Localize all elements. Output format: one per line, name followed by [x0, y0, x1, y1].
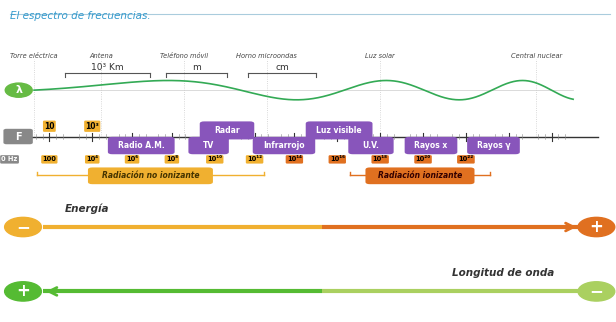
Circle shape	[5, 217, 41, 237]
FancyBboxPatch shape	[108, 137, 174, 154]
Text: Luz solar: Luz solar	[365, 52, 395, 59]
Text: −: −	[16, 218, 30, 236]
Text: F: F	[15, 131, 22, 142]
Text: El espectro de frecuencias.: El espectro de frecuencias.	[9, 11, 150, 21]
Text: Teléfono móvil: Teléfono móvil	[160, 52, 208, 59]
Text: Central nuclear: Central nuclear	[511, 52, 562, 59]
FancyBboxPatch shape	[306, 121, 373, 139]
Text: Torre eléctrica: Torre eléctrica	[10, 52, 58, 59]
FancyBboxPatch shape	[200, 121, 254, 139]
Text: Antena: Antena	[89, 52, 113, 59]
Text: Radiación no ionizante: Radiación no ionizante	[102, 171, 199, 180]
Text: Rayos x: Rayos x	[415, 141, 448, 150]
FancyBboxPatch shape	[348, 137, 394, 154]
Text: Longitud de onda: Longitud de onda	[453, 268, 555, 278]
Text: TV: TV	[203, 141, 214, 150]
Text: 0 Hz: 0 Hz	[1, 156, 18, 162]
Text: +: +	[16, 282, 30, 300]
FancyBboxPatch shape	[405, 137, 457, 154]
Text: Infrarrojo: Infrarrojo	[263, 141, 305, 150]
Text: m: m	[192, 63, 201, 72]
Text: 10⁶: 10⁶	[126, 156, 138, 162]
Circle shape	[6, 83, 32, 97]
Text: +: +	[590, 218, 603, 236]
Text: Horno microondas: Horno microondas	[237, 52, 298, 59]
Text: 10³: 10³	[85, 122, 99, 131]
Text: 10²²: 10²²	[458, 156, 474, 162]
Text: 10¹²: 10¹²	[247, 156, 262, 162]
Text: 10¹⁴: 10¹⁴	[287, 156, 302, 162]
Text: 10¹⁶: 10¹⁶	[330, 156, 345, 162]
Text: Radar: Radar	[214, 126, 240, 135]
Text: Radiación ionizante: Radiación ionizante	[378, 171, 462, 180]
Text: Energía: Energía	[65, 203, 109, 213]
FancyBboxPatch shape	[467, 137, 520, 154]
Text: U.V.: U.V.	[363, 141, 379, 150]
Text: 10²⁰: 10²⁰	[415, 156, 431, 162]
Text: Rayos γ: Rayos γ	[477, 141, 510, 150]
Text: 10⁴: 10⁴	[86, 156, 99, 162]
Text: 100: 100	[43, 156, 56, 162]
Text: 10¹⁰: 10¹⁰	[207, 156, 222, 162]
Text: 10⁸: 10⁸	[166, 156, 178, 162]
Text: Luz visible: Luz visible	[316, 126, 362, 135]
Circle shape	[578, 282, 615, 301]
Text: cm: cm	[275, 63, 289, 72]
FancyBboxPatch shape	[365, 167, 474, 184]
Text: λ: λ	[15, 85, 22, 95]
Text: −: −	[590, 282, 603, 300]
Text: 10³ Km: 10³ Km	[91, 63, 124, 72]
Text: Radio A.M.: Radio A.M.	[118, 141, 164, 150]
Text: 10: 10	[44, 122, 55, 131]
FancyBboxPatch shape	[253, 137, 315, 154]
Text: 10¹⁸: 10¹⁸	[373, 156, 387, 162]
FancyBboxPatch shape	[188, 137, 229, 154]
Circle shape	[5, 282, 41, 301]
FancyBboxPatch shape	[4, 129, 33, 144]
Circle shape	[578, 217, 615, 237]
FancyBboxPatch shape	[88, 167, 213, 184]
